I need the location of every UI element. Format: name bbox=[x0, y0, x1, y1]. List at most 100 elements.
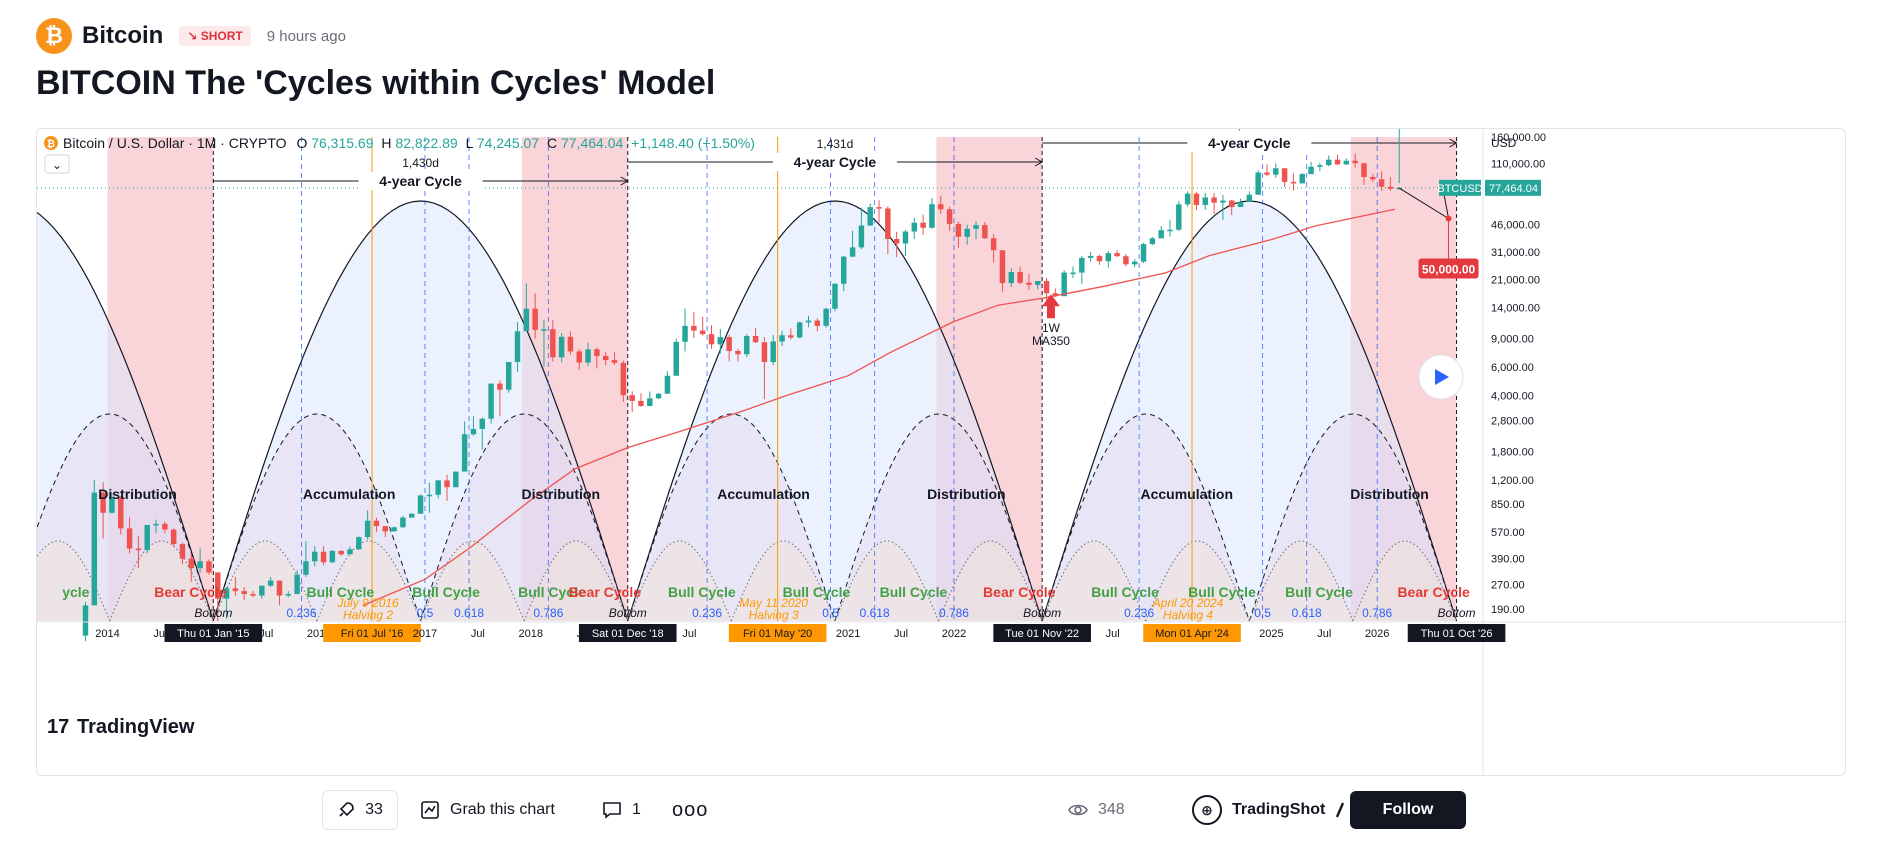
cycle-label-9: Bear Cycle bbox=[983, 584, 1056, 600]
candle-body-80 bbox=[788, 335, 794, 338]
candle-body-95 bbox=[920, 222, 926, 228]
bitcoin-logo-icon[interactable]: ₿ bbox=[36, 18, 72, 54]
boost-button[interactable]: 33 bbox=[322, 790, 398, 830]
y-tick-label-6: 14,000.00 bbox=[1491, 303, 1540, 315]
fib-label-5: 0.5 bbox=[822, 606, 839, 620]
candle-body-79 bbox=[779, 335, 785, 342]
play-icon[interactable] bbox=[1435, 369, 1449, 385]
target-badge bbox=[1418, 258, 1479, 279]
candle-body-42 bbox=[453, 471, 459, 488]
candle-body-103 bbox=[990, 238, 997, 251]
more-icon[interactable]: ooo bbox=[672, 798, 709, 821]
candle-body-108 bbox=[1035, 280, 1041, 285]
cycle-span-label-0: 4-year Cycle bbox=[379, 173, 462, 189]
chart-grab-icon bbox=[421, 801, 439, 819]
ma350-arrow-icon bbox=[1041, 294, 1060, 319]
comments-button[interactable]: 1 bbox=[602, 800, 641, 820]
bottom-label-0: Bottom bbox=[194, 606, 232, 620]
candle-body-6 bbox=[135, 548, 142, 551]
comment-count: 1 bbox=[632, 801, 641, 818]
last-price-badge bbox=[1485, 179, 1541, 196]
candle-body-64 bbox=[647, 398, 653, 407]
follow-button[interactable]: Follow bbox=[1350, 791, 1466, 829]
candle-body-89 bbox=[867, 207, 873, 226]
more-button[interactable]: ooo bbox=[672, 799, 708, 822]
candle-body-44 bbox=[470, 428, 477, 435]
candle-body-112 bbox=[1070, 272, 1076, 275]
candle-body-110 bbox=[1052, 293, 1059, 297]
bottom-label-3: Bottom bbox=[1438, 606, 1476, 620]
candle-body-83 bbox=[814, 320, 821, 326]
candle-body-142 bbox=[1334, 159, 1341, 165]
candle-body-82 bbox=[805, 320, 812, 323]
candle-body-11 bbox=[179, 544, 186, 559]
small-cycle-arc-4 bbox=[212, 540, 318, 622]
legend-instrument: Bitcoin / U.S. Dollar · 1M · CRYPTO bbox=[63, 135, 287, 151]
candle-body-100 bbox=[964, 228, 970, 237]
candle-body-67 bbox=[673, 341, 679, 376]
legend-bitcoin-glyph: ₿ bbox=[47, 138, 55, 150]
y-tick-label-9: 4,000.00 bbox=[1491, 390, 1534, 402]
candle-body-25 bbox=[303, 561, 309, 575]
candle-body-61 bbox=[620, 362, 627, 396]
target-label: 50,000.00 bbox=[1422, 262, 1476, 276]
candle-body-63 bbox=[638, 400, 644, 407]
view-count: 348 bbox=[1098, 801, 1125, 818]
candle-body-50 bbox=[523, 308, 530, 332]
candle-body-18 bbox=[241, 591, 247, 595]
cycle-span-arrowhead-1 bbox=[1034, 157, 1044, 167]
bottom-label-1: Bottom bbox=[609, 606, 647, 620]
candle-body-91 bbox=[885, 208, 891, 240]
small-cycle-arc-12 bbox=[1041, 540, 1147, 622]
candle-body-147 bbox=[1378, 179, 1385, 187]
candle-body-119 bbox=[1131, 261, 1138, 265]
legend-collapse-button[interactable] bbox=[44, 154, 70, 174]
candle-body-24 bbox=[294, 574, 300, 595]
legend-open: 76,315.69 bbox=[311, 135, 373, 151]
symbol-name[interactable]: Bitcoin bbox=[82, 22, 164, 49]
bottom-label-2: Bottom bbox=[1023, 606, 1061, 620]
legend-l-label: L bbox=[466, 135, 474, 151]
candle-body-96 bbox=[929, 204, 935, 228]
candle-body-118 bbox=[1123, 256, 1129, 265]
fib-label-11: 0.786 bbox=[1362, 606, 1392, 620]
small-cycle-arc-6 bbox=[420, 540, 525, 622]
candle-body-73 bbox=[726, 337, 732, 351]
candle-body-37 bbox=[408, 513, 415, 518]
phase-label-5: Accumulation bbox=[1140, 486, 1233, 502]
currency-label: USD bbox=[1491, 136, 1517, 150]
watermark-text: TradingView bbox=[77, 716, 195, 738]
chevron-down-icon[interactable]: ⌄ bbox=[52, 158, 62, 172]
candle-body-81 bbox=[796, 322, 803, 338]
candle-body-92 bbox=[893, 239, 900, 244]
small-cycle-arc-2 bbox=[37, 540, 111, 622]
boost-count: 33 bbox=[365, 801, 383, 818]
cycle-span-label-bg-0 bbox=[358, 172, 483, 190]
candle-body-138 bbox=[1299, 174, 1305, 184]
candle-body-60 bbox=[611, 360, 618, 363]
y-tick-label-10: 2,800.00 bbox=[1491, 415, 1534, 427]
author-avatar-icon[interactable]: ⊕ bbox=[1192, 795, 1222, 825]
cycle-label-2: Bull Cycle bbox=[306, 584, 374, 600]
grab-chart-button[interactable]: Grab this chart bbox=[420, 800, 555, 820]
chart-svg[interactable]: 4-year Cycle 1,430d 4-year Cycle 1,431d 4-ye… bbox=[37, 129, 1845, 775]
candle-body-123 bbox=[1167, 229, 1173, 232]
y-tick-label-4: 31,000.00 bbox=[1491, 247, 1540, 259]
x-tick-label-5: Fri 01 Jul '16 bbox=[341, 628, 404, 640]
play-button[interactable] bbox=[1418, 354, 1464, 400]
symbol-price-badge bbox=[1439, 179, 1481, 196]
x-tick-label-14: 2021 bbox=[836, 628, 860, 640]
small-cycle-arc-9 bbox=[730, 540, 836, 622]
fib-label-7: 0.786 bbox=[939, 606, 969, 620]
legend-low: 74,245.07 bbox=[477, 135, 539, 151]
follow-label: Follow bbox=[1382, 801, 1434, 818]
small-cycle-arc-7 bbox=[523, 540, 629, 622]
author-name[interactable]: TradingShot bbox=[1232, 801, 1326, 818]
author[interactable]: ⊕ TradingShot bbox=[1192, 795, 1345, 825]
chart-container[interactable]: 4-year Cycle 1,430d 4-year Cycle 1,431d 4-ye… bbox=[36, 128, 1846, 776]
y-tick-label-14: 570.00 bbox=[1491, 527, 1525, 539]
candle-body-115 bbox=[1096, 255, 1103, 262]
candle-body-36 bbox=[400, 517, 406, 528]
fib-label-9: 0.5 bbox=[1254, 606, 1271, 620]
x-tick-badge-2 bbox=[164, 624, 263, 642]
